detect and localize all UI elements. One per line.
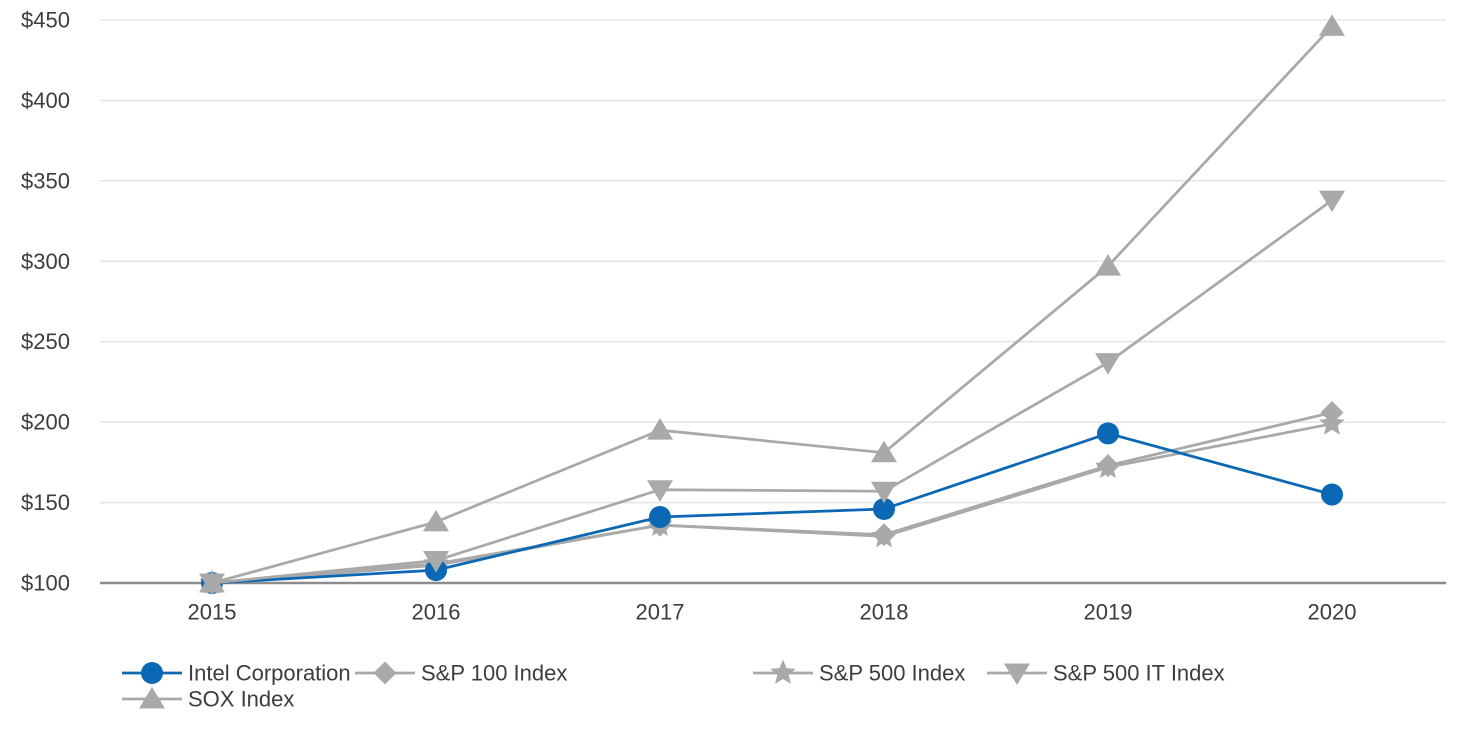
legend-star-icon — [770, 659, 796, 684]
marker-triangle-up-sox-index — [423, 509, 449, 532]
y-tick-label: $300 — [21, 249, 70, 274]
marker-triangle-down-s-p-500-it-index — [1319, 190, 1345, 213]
marker-triangle-down-s-p-500-it-index — [647, 480, 673, 502]
legend-item-s-p-100-index: S&P 100 Index — [355, 661, 567, 686]
marker-star-s-p-500-index — [1319, 410, 1345, 435]
marker-star-s-p-500-index — [1095, 453, 1121, 479]
series-line-intel-corporation — [211, 431, 1333, 585]
y-tick-label: $250 — [21, 329, 70, 354]
marker-circle-intel-corporation — [873, 498, 895, 521]
y-tick-label: $200 — [21, 410, 70, 435]
series-line-s-p-100-index — [211, 411, 1333, 585]
marker-triangle-down-s-p-500-it-index — [423, 550, 449, 573]
legend-label-s-p-100-index: S&P 100 Index — [421, 661, 567, 686]
y-tick-label: $100 — [21, 571, 70, 596]
marker-triangle-down-s-p-500-it-index — [1095, 353, 1121, 375]
marker-triangle-down-s-p-500-it-index — [871, 481, 897, 504]
y-tick-label: $400 — [21, 88, 70, 113]
legend-circle-icon — [141, 662, 163, 684]
x-tick-label: 2016 — [412, 600, 461, 625]
legend-label-sox-index: SOX Index — [188, 687, 294, 712]
series-line-sox-index — [211, 25, 1334, 585]
x-tick-label: 2018 — [860, 600, 909, 625]
legend-label-s-p-500-it-index: S&P 500 IT Index — [1053, 661, 1225, 686]
legend-triangle-up-icon — [139, 687, 165, 709]
legend-triangle-down-icon — [1004, 663, 1030, 685]
marker-star-s-p-500-index — [871, 522, 897, 548]
marker-circle-intel-corporation — [649, 506, 671, 529]
marker-circle-intel-corporation — [1097, 422, 1119, 445]
legend-item-s-p-500-index: S&P 500 Index — [753, 659, 965, 686]
x-tick-label: 2020 — [1308, 600, 1357, 625]
series-line-s-p-500-index — [211, 422, 1333, 585]
legend-diamond-icon — [373, 661, 397, 685]
marker-triangle-up-sox-index — [647, 418, 673, 440]
y-tick-label: $450 — [21, 8, 70, 33]
legend-item-sox-index: SOX Index — [122, 687, 294, 712]
x-tick-label: 2015 — [188, 600, 237, 625]
legend-item-s-p-500-it-index: S&P 500 IT Index — [987, 661, 1225, 686]
y-tick-label: $350 — [21, 168, 70, 193]
marker-triangle-up-sox-index — [199, 571, 225, 593]
legend-label-s-p-500-index: S&P 500 Index — [819, 661, 965, 686]
series-line-s-p-500-it-index — [211, 199, 1333, 585]
legend-label-intel-corporation: Intel Corporation — [188, 661, 351, 686]
y-tick-label: $150 — [21, 490, 70, 515]
x-tick-label: 2019 — [1084, 600, 1133, 625]
marker-circle-intel-corporation — [1321, 483, 1343, 506]
x-tick-label: 2017 — [636, 600, 685, 625]
legend-item-intel-corporation: Intel Corporation — [122, 661, 351, 686]
marker-triangle-up-sox-index — [871, 440, 897, 463]
marker-triangle-up-sox-index — [1319, 14, 1345, 36]
marker-triangle-up-sox-index — [1095, 254, 1121, 276]
